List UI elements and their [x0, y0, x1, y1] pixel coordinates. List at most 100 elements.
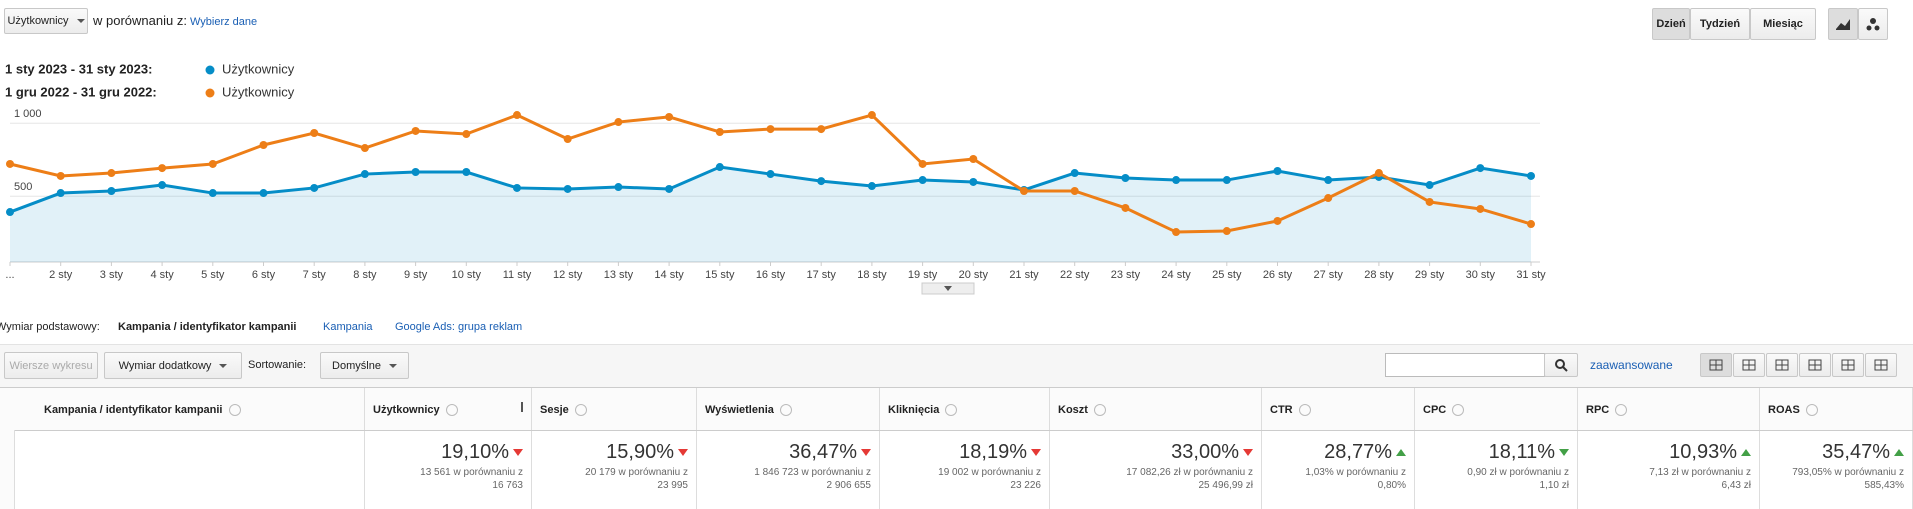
point: [1476, 204, 1485, 213]
y-tick-label: 500: [14, 181, 32, 193]
total-detail: 1 846 723 w porównaniu z: [754, 467, 871, 478]
x-tick-label: 27 sty: [1314, 269, 1344, 281]
help-icon[interactable]: [1805, 404, 1818, 417]
view-button[interactable]: [1832, 353, 1864, 377]
period-button[interactable]: Tydzień: [1690, 8, 1750, 40]
point: [259, 189, 268, 198]
total-compare: 6,43 zł: [1721, 480, 1751, 491]
x-tick-label: 6 sty: [252, 269, 276, 281]
sort-select[interactable]: Domyślne: [320, 352, 409, 379]
view-icon: [1775, 359, 1789, 371]
column-header[interactable]: Wyświetlenia: [697, 388, 880, 430]
total-change-row: 35,47%: [1764, 441, 1904, 464]
legend-swatch: [205, 88, 215, 98]
point: [411, 126, 420, 135]
motion-chart-toggle[interactable]: [1858, 8, 1888, 40]
secondary-label: Wymiar dodatkowy: [118, 359, 212, 372]
help-icon[interactable]: [1093, 404, 1106, 417]
point: [918, 176, 927, 185]
view-icon: [1808, 359, 1822, 371]
column-title: RPC: [1586, 404, 1610, 416]
help-icon[interactable]: [779, 404, 792, 417]
dimension-option: Kampania / identyfikator kampanii: [118, 321, 297, 333]
legend-label: Użytkownicy: [222, 61, 295, 76]
point: [1476, 164, 1485, 173]
help-icon[interactable]: [1452, 404, 1465, 417]
x-tick-label: 10 sty: [452, 269, 482, 281]
column-title: Kliknięcia: [888, 404, 940, 416]
advanced-link[interactable]: zaawansowane: [1590, 358, 1673, 372]
dimension-label: Wymiar podstawowy:: [0, 321, 100, 333]
chart-rows-button[interactable]: Wiersze wykresu: [4, 352, 98, 379]
point: [715, 163, 724, 172]
column-header[interactable]: CPC: [1415, 388, 1578, 430]
point: [766, 170, 775, 179]
column-header[interactable]: ROAS: [1760, 388, 1913, 430]
help-icon[interactable]: [228, 404, 241, 417]
x-tick-label: 12 sty: [553, 269, 583, 281]
view-button[interactable]: [1766, 353, 1798, 377]
search-button[interactable]: [1544, 353, 1578, 377]
x-tick-label: 18 sty: [857, 269, 887, 281]
point: [766, 125, 775, 134]
total-cell: 28,77% 1,03% w porównaniu z 0,80%: [1262, 431, 1415, 509]
x-tick-label: ...: [5, 269, 14, 281]
total-cell: 18,11% 0,90 zł w porównaniu z 1,10 zł: [1415, 431, 1578, 509]
help-icon[interactable]: [445, 404, 458, 417]
view-button[interactable]: [1865, 353, 1897, 377]
column-title: Koszt: [1058, 404, 1088, 416]
period-button[interactable]: Miesiąc: [1750, 8, 1816, 40]
total-compare: 25 496,99 zł: [1198, 480, 1254, 491]
total-change-row: 36,47%: [701, 441, 871, 464]
x-tick-label: 2 sty: [49, 269, 73, 281]
column-header[interactable]: RPC: [1578, 388, 1760, 430]
column-header[interactable]: Sesje: [532, 388, 697, 430]
column-title: Wyświetlenia: [705, 404, 774, 416]
total-cell: 36,47% 1 846 723 w porównaniu z 2 906 655: [697, 431, 880, 509]
view-button[interactable]: [1700, 353, 1732, 377]
trend-arrow: [1396, 449, 1406, 456]
view-button[interactable]: [1799, 353, 1831, 377]
point: [1222, 176, 1231, 185]
total-detail: 19 002 w porównaniu z: [938, 467, 1041, 478]
dimension-option[interactable]: Google Ads: grupa reklam: [395, 321, 523, 333]
period-button[interactable]: Dzień: [1652, 8, 1690, 40]
total-compare: 16 763: [492, 480, 523, 491]
column-header[interactable]: Koszt: [1050, 388, 1262, 430]
point: [867, 111, 876, 120]
x-tick-label: 24 sty: [1161, 269, 1191, 281]
choose-data[interactable]: Wybierz dane: [190, 16, 258, 28]
legend-swatch: [205, 65, 215, 75]
x-tick-label: 7 sty: [303, 269, 327, 281]
total-change: 33,00%: [1171, 441, 1239, 463]
view-icon: [1742, 359, 1756, 371]
column-header[interactable]: Użytkownicy: [365, 388, 532, 430]
column-header[interactable]: CTR: [1262, 388, 1415, 430]
view-icon: [1874, 359, 1888, 371]
legend-period: 1 sty 2023 - 31 sty 2023:: [5, 61, 152, 76]
total-change-row: 33,00%: [1054, 441, 1253, 464]
point: [563, 184, 572, 193]
secondary-dimension[interactable]: Wymiar dodatkowy: [104, 352, 242, 379]
total-compare: 1,10 zł: [1539, 480, 1569, 491]
total-compare: 585,43%: [1864, 480, 1904, 491]
help-icon[interactable]: [1615, 404, 1628, 417]
x-tick-label: 21 sty: [1009, 269, 1039, 281]
help-icon[interactable]: [1298, 404, 1311, 417]
x-tick-label: 16 sty: [756, 269, 786, 281]
metric-select[interactable]: Użytkownicy: [4, 8, 88, 34]
column-header[interactable]: Kampania / identyfikator kampanii: [14, 388, 365, 430]
help-icon[interactable]: [574, 404, 587, 417]
column-header[interactable]: Kliknięcia: [880, 388, 1050, 430]
view-button[interactable]: [1733, 353, 1765, 377]
line-chart-toggle[interactable]: [1828, 8, 1858, 40]
help-icon[interactable]: [945, 404, 958, 417]
search-input[interactable]: [1385, 353, 1545, 377]
x-tick-label: 29 sty: [1415, 269, 1445, 281]
point: [6, 208, 14, 217]
column-title: ROAS: [1768, 404, 1800, 416]
x-tick-label: 30 sty: [1466, 269, 1496, 281]
column-title: Użytkownicy: [373, 404, 440, 416]
point: [817, 125, 826, 134]
dimension-option[interactable]: Kampania: [323, 321, 373, 333]
